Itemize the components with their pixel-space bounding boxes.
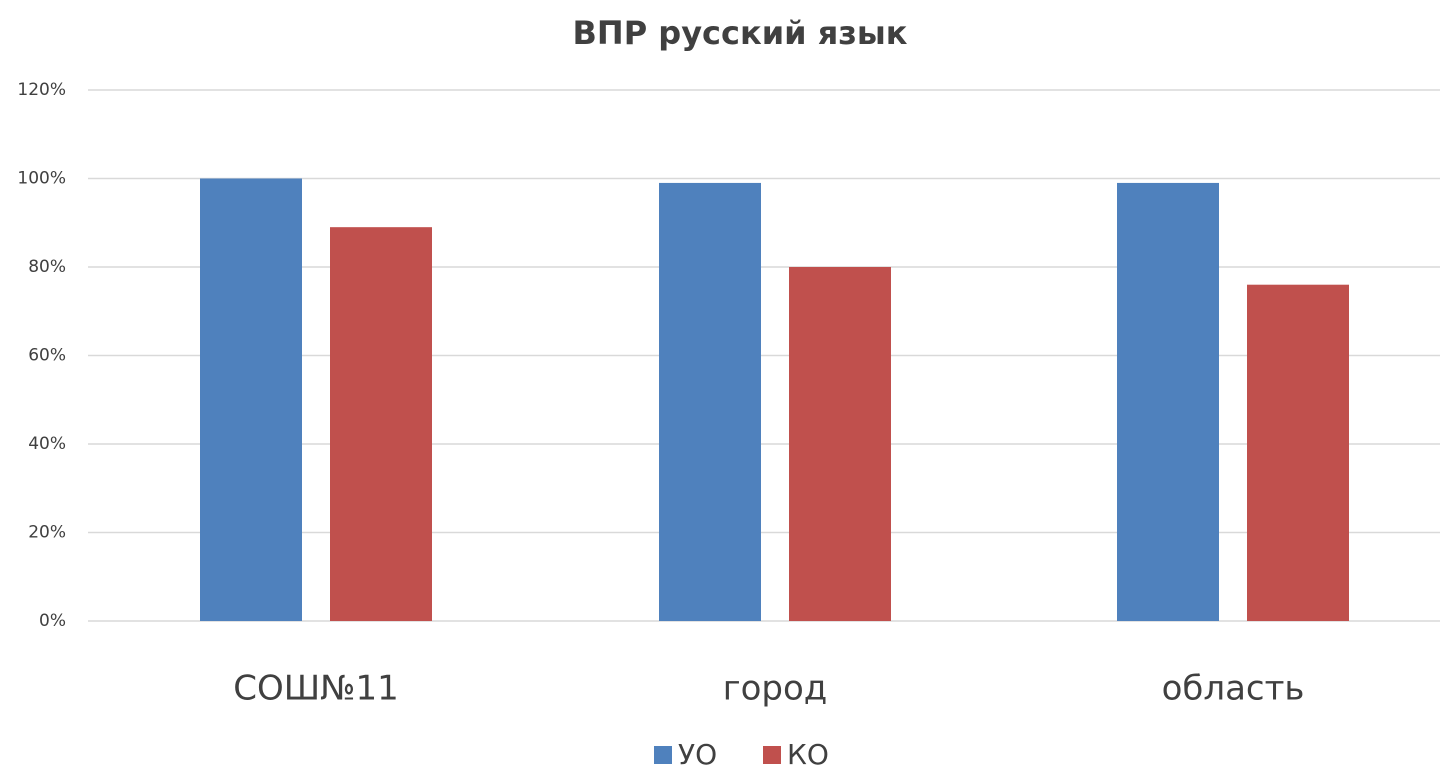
legend-label: КО bbox=[787, 738, 829, 771]
legend-swatch bbox=[654, 746, 672, 764]
y-tick-label: 80% bbox=[28, 257, 66, 277]
bar bbox=[1247, 284, 1349, 621]
y-tick-label: 0% bbox=[39, 611, 66, 631]
x-tick-label: область bbox=[1162, 669, 1305, 709]
bar bbox=[330, 227, 432, 622]
chart-title: ВПР русский язык bbox=[573, 14, 908, 52]
legend-label: УО bbox=[678, 738, 717, 771]
y-tick-label: 120% bbox=[17, 80, 66, 100]
bar bbox=[789, 267, 891, 621]
bar bbox=[200, 178, 302, 621]
legend-swatch bbox=[763, 746, 781, 764]
y-tick-label: 20% bbox=[28, 523, 66, 543]
x-tick-label: город bbox=[723, 669, 828, 709]
y-tick-label: 40% bbox=[28, 434, 66, 454]
bar bbox=[659, 182, 761, 622]
bar bbox=[1117, 182, 1219, 622]
x-tick-label: СОШ№11 bbox=[233, 669, 398, 709]
y-tick-label: 60% bbox=[28, 346, 66, 366]
y-tick-label: 100% bbox=[17, 169, 66, 189]
